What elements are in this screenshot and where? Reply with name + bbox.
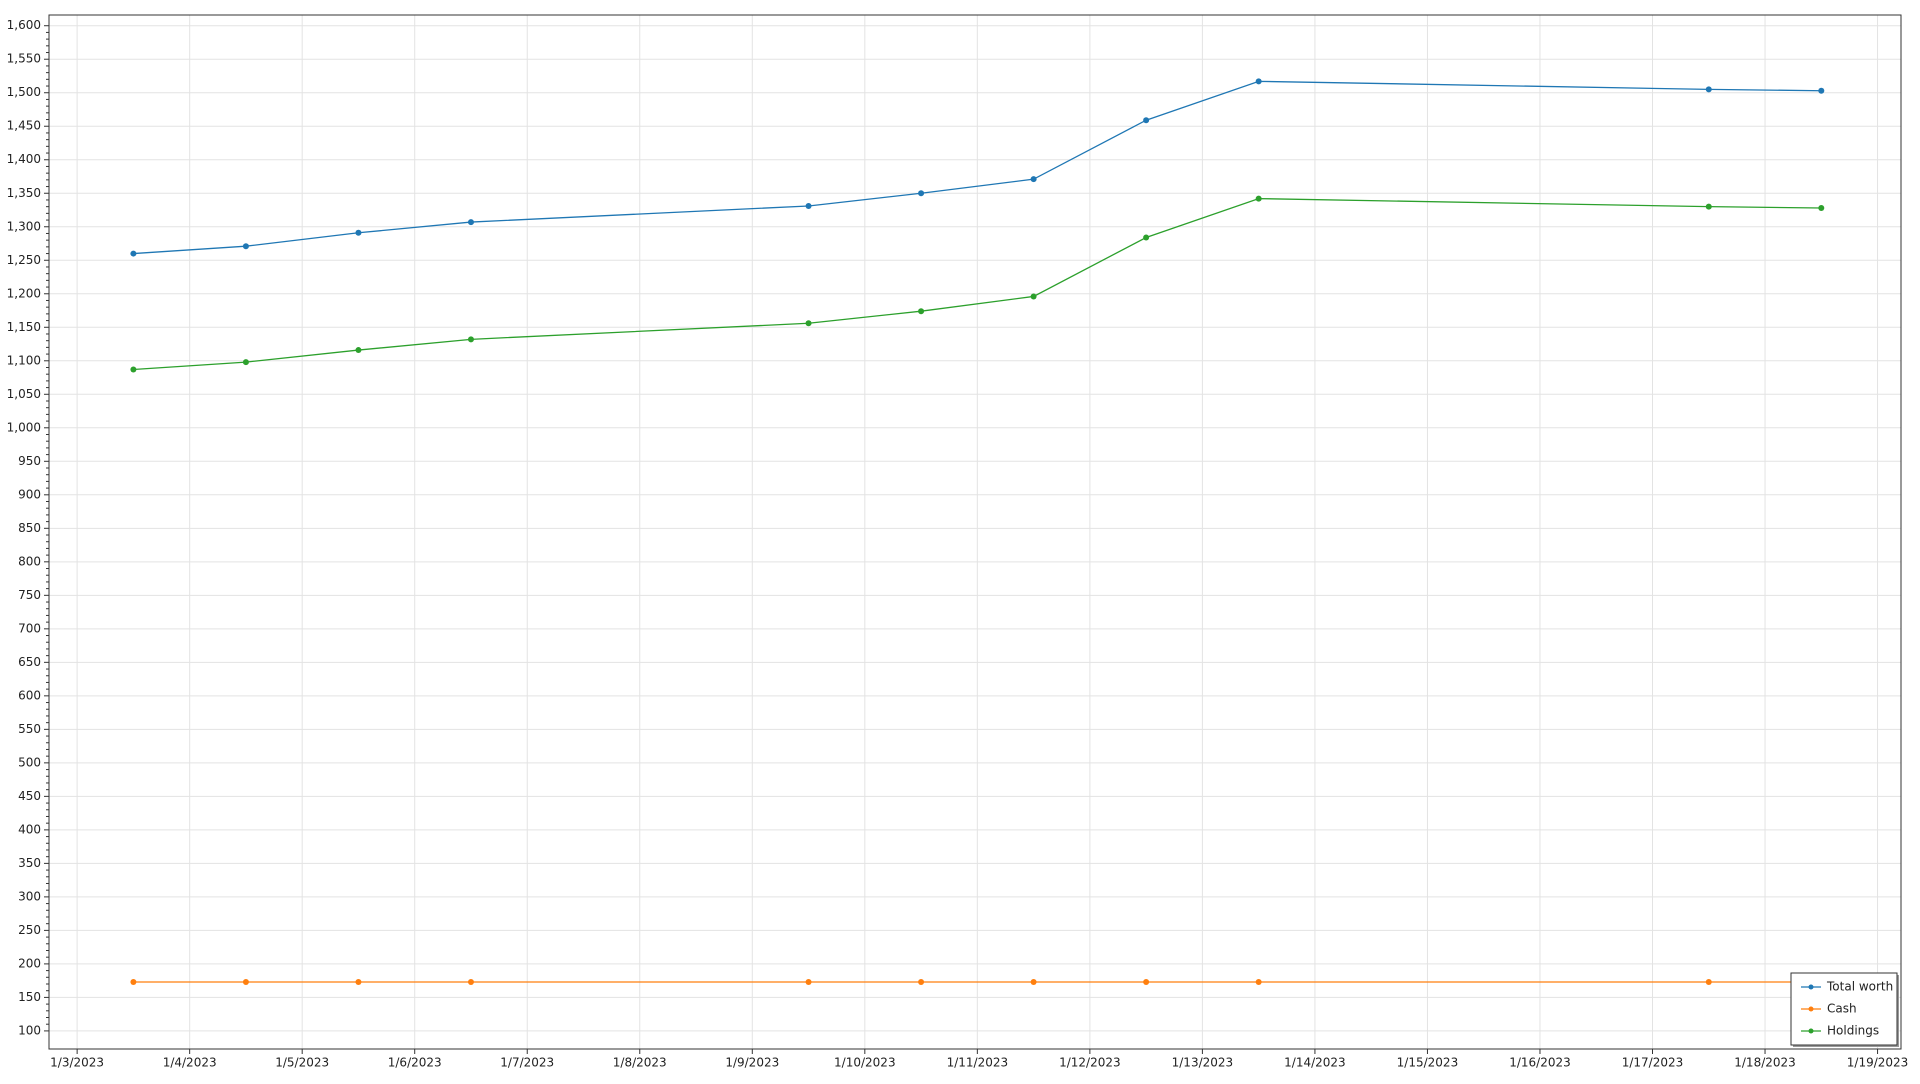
y-tick-label: 900 bbox=[18, 487, 41, 501]
data-point bbox=[805, 978, 812, 985]
y-tick-label: 300 bbox=[18, 889, 41, 903]
data-point bbox=[242, 243, 249, 250]
legend-marker bbox=[1808, 1028, 1814, 1034]
x-tick-label: 1/16/2023 bbox=[1509, 1056, 1571, 1070]
x-tick-label: 1/3/2023 bbox=[50, 1056, 104, 1070]
x-tick-label: 1/18/2023 bbox=[1734, 1056, 1796, 1070]
data-point bbox=[1705, 86, 1712, 93]
data-point bbox=[805, 320, 812, 327]
y-tick-label: 850 bbox=[18, 521, 41, 535]
x-tick-label: 1/7/2023 bbox=[500, 1056, 554, 1070]
data-point bbox=[918, 308, 925, 315]
y-tick-label: 1,100 bbox=[7, 353, 41, 367]
x-tick-label: 1/15/2023 bbox=[1397, 1056, 1459, 1070]
y-tick-label: 250 bbox=[18, 923, 41, 937]
data-point bbox=[467, 219, 474, 226]
data-point bbox=[130, 978, 137, 985]
y-tick-label: 1,600 bbox=[7, 18, 41, 32]
y-tick-label: 650 bbox=[18, 655, 41, 669]
data-point bbox=[130, 366, 137, 373]
data-point bbox=[1030, 293, 1037, 300]
data-point bbox=[1255, 78, 1262, 85]
y-tick-label: 1,500 bbox=[7, 85, 41, 99]
data-point bbox=[467, 336, 474, 343]
legend-label: Total worth bbox=[1826, 980, 1893, 994]
y-tick-label: 1,200 bbox=[7, 286, 41, 300]
y-tick-label: 950 bbox=[18, 454, 41, 468]
data-point bbox=[355, 978, 362, 985]
y-tick-label: 1,300 bbox=[7, 219, 41, 233]
legend-label: Holdings bbox=[1827, 1024, 1879, 1038]
y-tick-label: 550 bbox=[18, 722, 41, 736]
x-tick-label: 1/4/2023 bbox=[163, 1056, 217, 1070]
y-tick-label: 450 bbox=[18, 789, 41, 803]
y-tick-label: 1,250 bbox=[7, 253, 41, 267]
data-point bbox=[1143, 117, 1150, 124]
x-tick-label: 1/6/2023 bbox=[388, 1056, 442, 1070]
data-point bbox=[1143, 978, 1150, 985]
y-tick-label: 150 bbox=[18, 990, 41, 1004]
y-tick-label: 700 bbox=[18, 621, 41, 635]
data-point bbox=[1030, 176, 1037, 183]
legend-marker bbox=[1808, 1006, 1814, 1012]
data-point bbox=[1818, 204, 1825, 211]
data-point bbox=[1818, 87, 1825, 94]
y-tick-label: 200 bbox=[18, 956, 41, 970]
y-tick-label: 800 bbox=[18, 554, 41, 568]
data-point bbox=[1143, 234, 1150, 241]
y-tick-label: 1,150 bbox=[7, 320, 41, 334]
x-tick-label: 1/17/2023 bbox=[1622, 1056, 1684, 1070]
data-point bbox=[355, 229, 362, 236]
data-point bbox=[1705, 978, 1712, 985]
y-tick-label: 1,400 bbox=[7, 152, 41, 166]
x-tick-label: 1/14/2023 bbox=[1284, 1056, 1346, 1070]
legend-marker bbox=[1808, 984, 1814, 990]
y-tick-label: 400 bbox=[18, 822, 41, 836]
x-tick-label: 1/19/2023 bbox=[1847, 1056, 1909, 1070]
y-tick-label: 1,050 bbox=[7, 387, 41, 401]
data-point bbox=[1030, 978, 1037, 985]
data-point bbox=[918, 978, 925, 985]
y-tick-label: 1,550 bbox=[7, 52, 41, 66]
data-point bbox=[242, 359, 249, 366]
data-point bbox=[1255, 195, 1262, 202]
data-point bbox=[805, 202, 812, 209]
data-point bbox=[1255, 978, 1262, 985]
y-tick-label: 350 bbox=[18, 856, 41, 870]
x-tick-label: 1/5/2023 bbox=[275, 1056, 329, 1070]
y-tick-label: 1,450 bbox=[7, 119, 41, 133]
legend: Total worth Cash Holdings bbox=[1790, 972, 1899, 1047]
y-tick-label: 1,000 bbox=[7, 420, 41, 434]
x-tick-label: 1/12/2023 bbox=[1059, 1056, 1121, 1070]
plot-frame bbox=[48, 14, 1902, 1050]
x-tick-label: 1/9/2023 bbox=[725, 1056, 779, 1070]
y-tick-label: 500 bbox=[18, 755, 41, 769]
legend-label: Cash bbox=[1827, 1002, 1857, 1016]
x-tick-label: 1/11/2023 bbox=[947, 1056, 1009, 1070]
data-point bbox=[242, 978, 249, 985]
legend-box bbox=[1790, 972, 1898, 1046]
x-tick-label: 1/10/2023 bbox=[834, 1056, 896, 1070]
y-tick-label: 1,350 bbox=[7, 186, 41, 200]
data-point bbox=[918, 190, 925, 197]
x-tick-label: 1/13/2023 bbox=[1172, 1056, 1234, 1070]
data-point bbox=[1705, 203, 1712, 210]
x-tick-label: 1/8/2023 bbox=[613, 1056, 667, 1070]
data-point bbox=[467, 978, 474, 985]
y-tick-label: 750 bbox=[18, 588, 41, 602]
data-point bbox=[130, 250, 137, 257]
y-tick-label: 600 bbox=[18, 688, 41, 702]
data-point bbox=[355, 347, 362, 354]
y-tick-label: 100 bbox=[18, 1023, 41, 1037]
plot-background bbox=[49, 15, 1901, 1049]
